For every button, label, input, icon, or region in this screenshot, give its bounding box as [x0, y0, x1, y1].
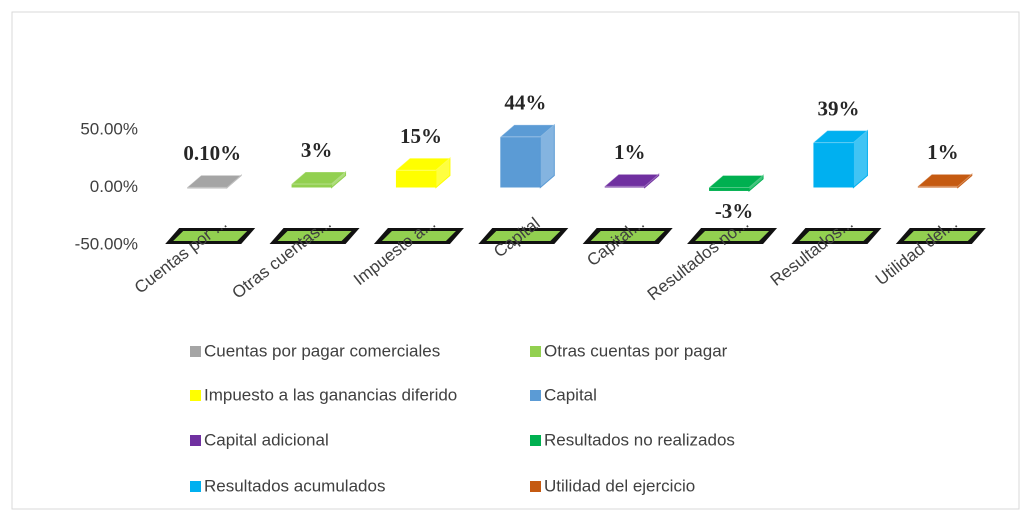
floor-tile	[695, 231, 770, 241]
value-label: 44%	[504, 91, 546, 115]
bar-front	[604, 186, 645, 188]
bar-top	[290, 171, 347, 185]
bar-front	[813, 142, 854, 188]
bar-front	[500, 136, 541, 188]
floor-tile	[381, 231, 456, 241]
legend-label: Impuesto a las ganancias diferido	[204, 385, 457, 404]
legend-label: Capital	[544, 385, 597, 404]
bar-top	[603, 173, 661, 187]
bar-top	[812, 130, 869, 144]
legend-label: Resultados acumulados	[204, 476, 385, 495]
bar-front	[709, 187, 750, 191]
y-tick-label: 50.00%	[80, 119, 138, 138]
legend-swatch	[190, 481, 201, 492]
legend-swatch	[190, 390, 201, 401]
value-label: -3%	[715, 199, 754, 223]
bar-side	[435, 157, 451, 189]
floor-tile	[486, 231, 561, 241]
chart-frame	[11, 11, 1020, 510]
y-tick-label: -50.00%	[75, 234, 138, 253]
bar-top	[185, 174, 243, 188]
floor-tile	[277, 231, 352, 241]
bar-side	[331, 170, 347, 189]
legend-label: Capital adicional	[204, 430, 329, 449]
legend-swatch	[190, 346, 201, 357]
bar-front	[291, 184, 332, 188]
legend-swatch	[530, 435, 541, 446]
value-label: 3%	[301, 138, 333, 162]
value-label: 1%	[614, 140, 646, 164]
legend-swatch	[530, 481, 541, 492]
legend-swatch	[190, 435, 201, 446]
floor-tile	[173, 231, 248, 241]
legend-swatch	[530, 390, 541, 401]
bar-front	[395, 170, 436, 188]
legend-label: Otras cuentas por pagar	[544, 341, 728, 360]
bar-front	[917, 186, 958, 188]
legend-label: Cuentas por pagar comerciales	[204, 341, 440, 360]
floor-tile	[799, 231, 874, 241]
bar-top	[498, 124, 556, 138]
bar-top	[707, 175, 765, 188]
value-label: 39%	[817, 96, 859, 120]
legend-label: Resultados no realizados	[544, 430, 735, 449]
bar-front	[187, 187, 228, 189]
bar-top	[394, 157, 452, 171]
value-label: 1%	[927, 140, 959, 164]
legend-swatch	[530, 346, 541, 357]
floor-tile	[590, 231, 665, 241]
floor-tile	[903, 231, 978, 241]
legend-label: Utilidad del ejercicio	[544, 476, 695, 495]
y-tick-label: 0.00%	[90, 177, 138, 196]
value-label: 15%	[400, 124, 442, 148]
bar-top	[916, 173, 974, 187]
value-label: 0.10%	[183, 141, 241, 165]
